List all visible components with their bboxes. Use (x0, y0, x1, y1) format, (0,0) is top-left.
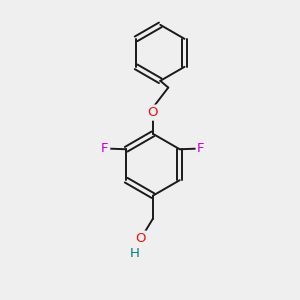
Text: H: H (130, 248, 140, 260)
Text: O: O (135, 232, 146, 245)
Text: F: F (101, 142, 109, 155)
Text: F: F (197, 142, 205, 155)
Text: O: O (148, 106, 158, 119)
